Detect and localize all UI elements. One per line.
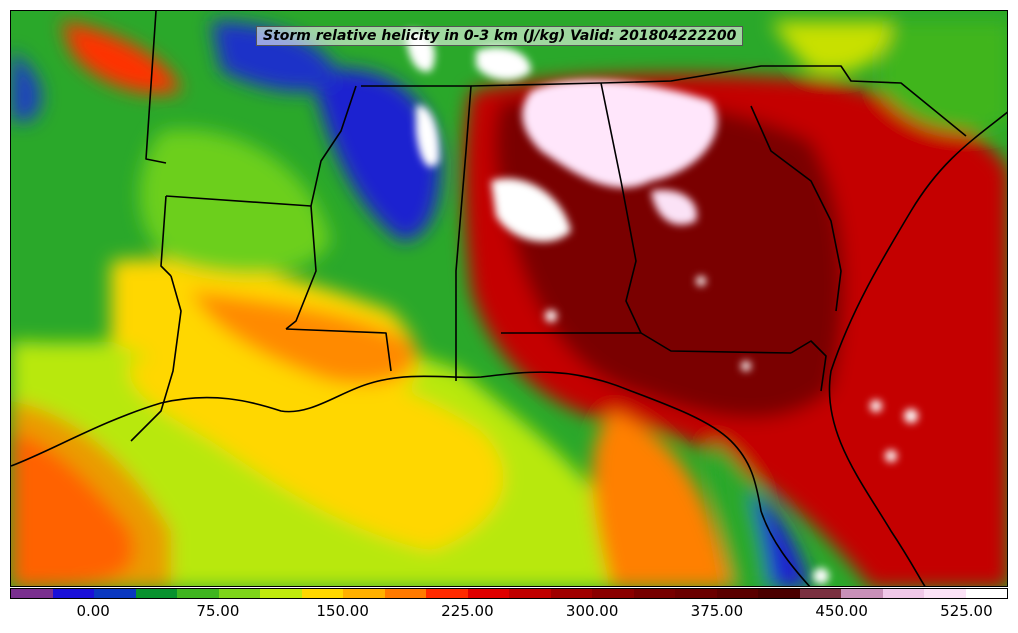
tx-la-border xyxy=(130,275,182,442)
colorbar-tick-label: 75.00 xyxy=(196,602,240,620)
field-sw-orange xyxy=(11,401,171,586)
colorbar-swatch xyxy=(426,589,468,598)
field-far-left-blue xyxy=(11,51,42,121)
colorbar-swatch xyxy=(343,589,385,598)
colorbar xyxy=(10,588,1008,599)
field-tx-orange xyxy=(191,291,417,384)
colorbar-swatch xyxy=(965,589,1007,598)
field-ne-yellow xyxy=(771,21,891,74)
colorbar-tick-label: 0.00 xyxy=(76,602,110,620)
field-gulf-yellow xyxy=(129,354,504,551)
colorbar-tick-label: 525.00 xyxy=(940,602,993,620)
fl-ga-border xyxy=(790,340,827,392)
colorbar-swatch xyxy=(882,589,924,598)
colorbar-tick-label: 450.00 xyxy=(815,602,868,620)
atlantic-coast xyxy=(828,111,1007,586)
field-ms-blue xyxy=(311,68,441,241)
blob-northcentral xyxy=(522,80,718,188)
colorbar-swatch xyxy=(550,589,592,598)
colorbar-tick-label: 225.00 xyxy=(441,602,494,620)
blob-dot-6 xyxy=(885,450,897,462)
map-title: Storm relative helicity in 0-3 km (J/kg)… xyxy=(256,26,744,46)
colorbar-swatch xyxy=(260,589,302,598)
blob-mid xyxy=(491,178,571,242)
colorbar-swatch xyxy=(716,589,758,598)
blob-ms-white xyxy=(416,105,440,167)
colorbar-swatch xyxy=(218,589,260,598)
ms-al-border xyxy=(361,85,472,381)
blob-east xyxy=(651,190,697,225)
blob-dot-1 xyxy=(545,310,557,322)
gulf-coast xyxy=(11,371,811,586)
blob-dot-5 xyxy=(904,409,918,423)
colorbar-tick-label: 300.00 xyxy=(565,602,619,620)
la-ms-border xyxy=(285,328,392,372)
high-helicity-blobs xyxy=(406,30,918,584)
colorbar-swatch xyxy=(633,589,675,598)
colorbar-tick-labels: 0.00 75.00 150.00 225.00 300.00 375.00 450.00 5… xyxy=(10,602,1008,624)
tn-north xyxy=(470,65,967,137)
ok-tx-border xyxy=(145,11,167,164)
blob-dot-3 xyxy=(741,361,751,371)
ar-north-border xyxy=(165,195,312,207)
colorbar-swatch xyxy=(758,589,800,598)
blob-dot-7 xyxy=(813,568,829,584)
colorbar-swatch xyxy=(384,589,426,598)
map-panel: Storm relative helicity in 0-3 km (J/kg)… xyxy=(10,10,1008,587)
field-ar-green xyxy=(139,129,331,275)
colorbar-swatch xyxy=(841,589,883,598)
colorbar-swatch xyxy=(52,589,94,598)
colorbar-tick-label: 375.00 xyxy=(690,602,744,620)
helicity-field-map xyxy=(11,11,1007,586)
ms-river-border xyxy=(285,85,357,330)
colorbar-swatch xyxy=(509,589,551,598)
field-fl-blue xyxy=(751,491,811,586)
colorbar-swatch xyxy=(592,589,634,598)
field-ec-green xyxy=(881,21,1007,131)
field-se-orange xyxy=(592,411,731,586)
blob-dot-2 xyxy=(696,276,706,286)
colorbar-swatch xyxy=(177,589,219,598)
boundaries xyxy=(11,11,1007,586)
colorbar-swatch xyxy=(675,589,717,598)
colorbar-swatch xyxy=(94,589,136,598)
ga-sc-border xyxy=(750,105,842,312)
field-north-blue xyxy=(211,21,341,92)
colorbar-swatch xyxy=(467,589,509,598)
colorbar-swatch xyxy=(799,589,841,598)
blob-dot-4 xyxy=(870,400,882,412)
al-fl-border xyxy=(501,332,792,354)
blob-north-small xyxy=(476,47,531,81)
al-ga-border xyxy=(600,82,642,334)
colorbar-swatch xyxy=(924,589,966,598)
colorbar-swatch xyxy=(11,589,53,598)
tx-ar-border xyxy=(160,195,172,277)
colorbar-tick-label: 150.00 xyxy=(316,602,369,620)
colorbar-swatch xyxy=(135,589,177,598)
colorbar-swatch xyxy=(301,589,343,598)
field-east-dark xyxy=(494,97,845,419)
